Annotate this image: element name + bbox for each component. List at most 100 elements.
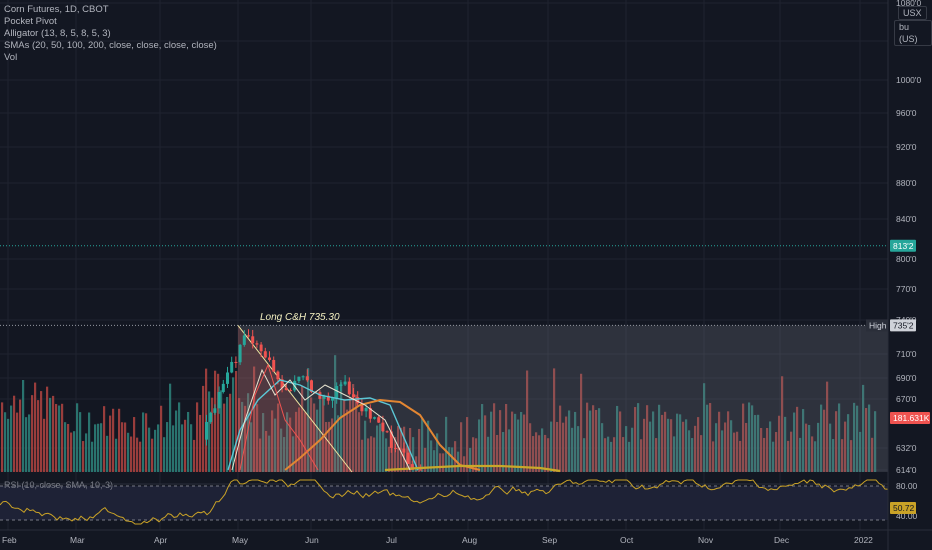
volume-bar — [544, 434, 547, 472]
volume-bar — [16, 412, 19, 472]
volume-bar — [319, 399, 322, 472]
volume-bar — [820, 404, 823, 472]
volume-bar — [754, 415, 757, 472]
volume-bar — [751, 405, 754, 472]
volume-bar — [379, 423, 382, 472]
high-price-tag-bg — [890, 319, 916, 332]
volume-bar — [22, 379, 25, 472]
volume-bar — [709, 403, 712, 472]
volume-bar — [190, 424, 193, 472]
volume-bar — [724, 422, 727, 472]
volume-bar — [136, 437, 139, 472]
volume-bar — [871, 437, 874, 472]
volume-bar — [625, 426, 628, 472]
volume-bar — [25, 417, 28, 472]
candle-body — [373, 417, 376, 419]
candle-body — [238, 344, 242, 363]
volume-bar — [793, 412, 796, 472]
volume-bar — [283, 437, 286, 472]
volume-bar — [52, 395, 55, 472]
volume-bar — [370, 436, 373, 472]
volume-bar — [703, 383, 706, 472]
volume-bar — [787, 440, 790, 472]
candle-body — [377, 417, 381, 423]
volume-bar — [49, 397, 52, 472]
volume-bars — [1, 355, 877, 472]
volume-bar — [10, 405, 13, 472]
candle-body — [268, 357, 271, 360]
high-title-bg — [866, 319, 888, 332]
volume-bar — [598, 408, 601, 472]
volume-bar — [397, 425, 400, 472]
legend-pocket-pivot[interactable]: Pocket Pivot — [4, 16, 57, 27]
volume-bar — [835, 411, 838, 472]
volume-bar — [592, 405, 595, 472]
volume-tag-bg — [890, 412, 930, 424]
current-price-tag-bg — [890, 239, 916, 252]
volume-bar — [154, 429, 157, 472]
price-tick-label: 960'0 — [896, 108, 917, 118]
volume-bar — [199, 414, 202, 472]
time-tick-label: Jun — [305, 535, 319, 545]
candle-body — [364, 408, 368, 412]
legend-vol[interactable]: Vol — [4, 52, 18, 63]
volume-bar — [583, 438, 586, 472]
price-tick-label: 690'0 — [896, 373, 917, 383]
currency-button[interactable]: USX — [898, 6, 927, 20]
price-tick-label: 770'0 — [896, 284, 917, 294]
volume-bar — [469, 447, 472, 472]
candle-body — [310, 380, 313, 393]
volume-bar — [79, 412, 82, 472]
volume-bar — [289, 417, 292, 472]
volume-bar — [256, 404, 259, 472]
volume-bar — [481, 404, 484, 472]
moving-averages — [227, 363, 561, 473]
price-tick-label: 1000'0 — [896, 75, 922, 85]
candle-body — [339, 384, 343, 387]
candle-body — [217, 391, 221, 409]
volume-bar — [313, 403, 316, 472]
volume-bar — [604, 438, 607, 472]
volume-bar — [250, 422, 253, 472]
candle-body — [322, 395, 326, 399]
volume-bar — [211, 397, 214, 472]
volume-bar — [589, 410, 592, 472]
candle-body — [331, 398, 334, 401]
volume-bar — [169, 383, 172, 472]
volume-bar — [496, 434, 499, 472]
candle-body — [343, 381, 347, 385]
trend-line — [237, 325, 353, 473]
volume-bar — [853, 402, 856, 472]
rsi-value-tag: 50.72 — [893, 503, 915, 513]
high-title: High — [869, 320, 887, 330]
volume-bar — [664, 411, 667, 472]
volume-bar — [742, 403, 745, 472]
volume-bar — [565, 416, 568, 472]
time-tick-label: Oct — [620, 535, 634, 545]
volume-bar — [424, 447, 427, 472]
volume-bar — [859, 431, 862, 472]
volume-bar — [580, 373, 583, 472]
legend-smas[interactable]: SMAs (20, 50, 100, 200, close, close, cl… — [4, 40, 217, 51]
volume-bar — [103, 406, 106, 472]
unit-button[interactable]: bu (US) — [894, 20, 932, 46]
volume-bar — [40, 391, 43, 472]
volume-bar — [244, 405, 247, 472]
time-tick-label: Mar — [70, 535, 85, 545]
volume-bar — [715, 423, 718, 472]
volume-bar — [868, 404, 871, 472]
price-tick-label: 614'0 — [896, 465, 917, 475]
volume-bar — [175, 410, 178, 472]
volume-bar — [643, 418, 646, 472]
legend-alligator[interactable]: Alligator (13, 8, 5, 8, 5, 3) — [4, 28, 111, 39]
volume-bar — [7, 418, 10, 472]
candle-body — [305, 376, 309, 381]
volume-bar — [628, 441, 631, 472]
candle-body — [419, 469, 423, 471]
volume-bar — [622, 437, 625, 472]
volume-bar — [685, 419, 688, 472]
candle-body — [213, 408, 217, 413]
legend-symbol[interactable]: Corn Futures, 1D, CBOT — [4, 4, 109, 15]
volume-bar — [295, 411, 298, 472]
